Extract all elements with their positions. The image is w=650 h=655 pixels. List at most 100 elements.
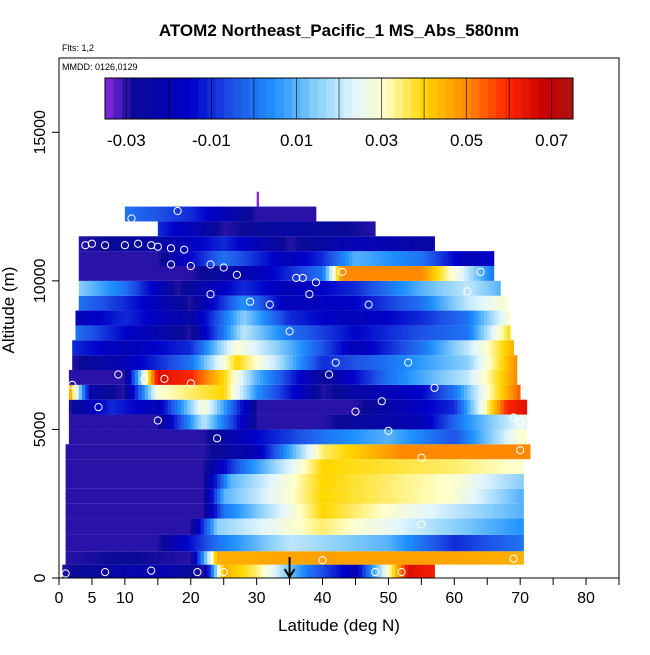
heatmap-cell [289, 355, 294, 370]
heatmap-cell [332, 251, 337, 266]
heatmap-cell [401, 340, 406, 356]
heatmap-cell [207, 384, 211, 400]
heatmap-cell [171, 534, 175, 552]
x-tick-label: 20 [182, 590, 200, 607]
colorbar-segment [385, 78, 395, 119]
heatmap-cell [487, 444, 491, 460]
heatmap-cell [483, 429, 488, 445]
heatmap-cell [263, 340, 267, 356]
heatmap-cell [161, 444, 165, 460]
heatmap-cell [497, 503, 501, 519]
heatmap-cell [138, 429, 142, 445]
heatmap-cell [365, 340, 370, 356]
heatmap-cell [144, 399, 149, 415]
heatmap-cell [368, 266, 373, 281]
heatmap-cell [375, 503, 379, 519]
heatmap-cell [131, 384, 136, 400]
heatmap-cell [259, 221, 264, 237]
heatmap-cell [312, 280, 317, 296]
heatmap-cell [217, 414, 221, 430]
heatmap-cell [217, 459, 221, 474]
heatmap-cell [497, 399, 501, 415]
heatmap-cell [95, 280, 99, 296]
colorbar-segment [530, 78, 540, 119]
heatmap-cell [164, 459, 169, 474]
heatmap-cell [299, 251, 304, 266]
heatmap-cell [355, 474, 360, 489]
heatmap-cell [177, 355, 182, 370]
heatmap-cell [210, 414, 215, 430]
heatmap-cell [513, 551, 518, 565]
heatmap-cell [398, 236, 402, 252]
heatmap-cell [138, 370, 142, 385]
heatmap-cell [309, 414, 314, 430]
heatmap-cell [362, 474, 366, 489]
heatmap-cell [391, 551, 396, 565]
heatmap-cell [134, 251, 139, 266]
heatmap-cell [276, 518, 281, 535]
heatmap-cell [309, 459, 314, 474]
heatmap-cell [157, 444, 162, 460]
heatmap-cell [516, 384, 521, 400]
heatmap-cell [388, 414, 393, 430]
heatmap-cell [98, 355, 103, 370]
heatmap-cell [161, 414, 165, 430]
heatmap-cell [207, 355, 211, 370]
heatmap-cell [210, 459, 215, 474]
heatmap-cell [101, 429, 106, 445]
heatmap-cell [128, 310, 132, 326]
heatmap-cell [319, 295, 323, 311]
heatmap-cell [177, 384, 182, 400]
colorbar-segment [309, 78, 319, 119]
heatmap-cell [243, 534, 248, 552]
heatmap-cell [470, 325, 475, 341]
heatmap-cell [332, 370, 337, 385]
heatmap-cell [467, 340, 472, 356]
heatmap-cell [437, 429, 442, 445]
heatmap-cell [236, 384, 241, 400]
heatmap-cell [187, 325, 192, 341]
heatmap-cell [141, 534, 146, 552]
heatmap-cell [421, 534, 426, 552]
heatmap-cell [263, 384, 267, 400]
altitude-band [65, 459, 524, 474]
heatmap-cell [105, 399, 109, 415]
heatmap-cell [437, 534, 442, 552]
heatmap-cell [233, 429, 238, 445]
heatmap-cell [342, 459, 346, 474]
heatmap-cell [95, 295, 99, 311]
heatmap-cell [447, 503, 452, 519]
heatmap-cell [431, 444, 435, 460]
heatmap-cell [325, 414, 330, 430]
heatmap-cell [444, 551, 449, 565]
heatmap-cell [312, 221, 317, 237]
heatmap-cell [138, 503, 142, 519]
heatmap-cell [431, 384, 435, 400]
heatmap-cell [401, 325, 406, 341]
heatmap-cell [292, 266, 297, 281]
heatmap-cell [431, 534, 435, 552]
heatmap-cell [329, 474, 333, 489]
heatmap-cell [223, 444, 228, 460]
heatmap-cell [273, 266, 277, 281]
heatmap-cell [355, 534, 360, 552]
heatmap-cell [167, 340, 172, 356]
heatmap-cell [236, 295, 241, 311]
heatmap-cell [411, 474, 416, 489]
heatmap-cell [259, 518, 264, 535]
heatmap-cell [378, 325, 383, 341]
heatmap-cell [144, 251, 149, 266]
heatmap-cell [309, 564, 314, 578]
heatmap-cell [118, 459, 122, 474]
heatmap-cell [246, 518, 251, 535]
heatmap-cell [497, 551, 501, 565]
heatmap-cell [447, 474, 452, 489]
heatmap-cell [371, 414, 376, 430]
heatmap-cell [115, 534, 119, 552]
heatmap-cell [368, 503, 373, 519]
heatmap-cell [434, 488, 439, 504]
heatmap-cell [467, 488, 472, 504]
heatmap-cell [236, 251, 241, 266]
heatmap-cell [273, 370, 277, 385]
